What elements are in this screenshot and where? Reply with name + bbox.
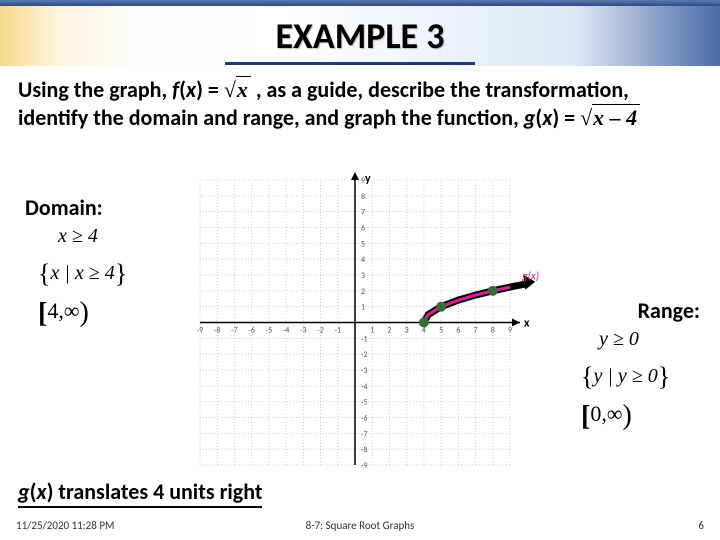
prompt-seg3: ) = [196,76,224,103]
prompt-seg2: ( [179,76,186,103]
coordinate-graph: -9-8-7-6-5-4-3-2-1123456789-9-8-7-6-5-4-… [180,170,550,480]
range-math: y ≥ 0 {y | y ≥ 0} [0,∞) [581,328,696,437]
svg-text:3: 3 [405,326,409,336]
footer-title: 8-7: Square Root Graphs [0,519,720,532]
svg-text:3: 3 [361,271,365,281]
svg-text:-3: -3 [361,366,368,376]
svg-text:-9: -9 [361,461,368,471]
header-bar [0,0,720,6]
page-title: EXAMPLE 3 [0,14,720,58]
svg-text:1: 1 [361,303,365,313]
svg-text:1: 1 [370,326,374,336]
domain-label: Domain: [25,194,103,221]
svg-text:-8: -8 [361,445,368,455]
prompt-seg6: ) = [552,104,580,131]
svg-text:-7: -7 [361,429,368,439]
svg-text:-2: -2 [317,326,324,336]
range-label: Range: [638,297,700,324]
domain-math: x ≥ 4 {x | x ≥ 4} [4,∞) [38,225,158,334]
title-underline [225,62,475,65]
svg-text:8: 8 [361,192,365,202]
range-interval: [0,∞) [581,397,696,429]
svg-text:6: 6 [361,224,365,234]
svg-text:7: 7 [361,208,365,218]
svg-text:y: y [365,172,371,186]
prompt-text: Using the graph, f(x) = √x , as a guide,… [18,76,702,131]
svg-text:-7: -7 [231,326,238,336]
svg-text:-5: -5 [361,398,368,408]
svg-text:5: 5 [361,239,365,249]
range-set: {y | y ≥ 0} [581,359,696,389]
footer: 11/25/2020 11:28 PM 8-7: Square Root Gra… [0,510,720,540]
svg-text:-9: -9 [197,326,204,336]
svg-text:-1: -1 [335,326,342,336]
svg-text:4: 4 [361,255,365,265]
content-area: Using the graph, f(x) = √x , as a guide,… [0,70,720,510]
range-ineq: y ≥ 0 [599,328,696,351]
svg-text:g(x): g(x) [521,270,539,283]
domain-ineq: x ≥ 4 [58,225,158,248]
svg-text:-2: -2 [361,350,368,360]
translation-text: g(x) translates 4 units right [18,478,262,508]
svg-text:2: 2 [361,287,365,297]
graph-area: -9-8-7-6-5-4-3-2-1123456789-9-8-7-6-5-4-… [180,170,550,480]
prompt-seg1: Using the graph, [18,76,172,103]
svg-text:x: x [524,317,530,331]
prompt-g: g [524,104,536,131]
svg-text:-4: -4 [283,326,290,336]
svg-text:-5: -5 [266,326,273,336]
prompt-x2: x [542,104,552,131]
sqrt-x-4: √x – 4 [580,104,640,132]
svg-text:-3: -3 [300,326,307,336]
svg-text:-6: -6 [361,414,368,424]
svg-text:-8: -8 [214,326,221,336]
domain-set: {x | x ≥ 4} [38,256,158,286]
svg-text:-1: -1 [361,334,368,344]
svg-text:8: 8 [491,326,495,336]
sqrt-x: √x [224,76,251,104]
svg-text:7: 7 [474,326,478,336]
svg-text:-4: -4 [361,382,368,392]
svg-text:6: 6 [456,326,460,336]
svg-text:9: 9 [508,326,512,336]
svg-text:-6: -6 [248,326,255,336]
svg-text:5: 5 [439,326,443,336]
prompt-x: x [186,76,196,103]
svg-text:2: 2 [387,326,391,336]
domain-interval: [4,∞) [38,294,158,326]
